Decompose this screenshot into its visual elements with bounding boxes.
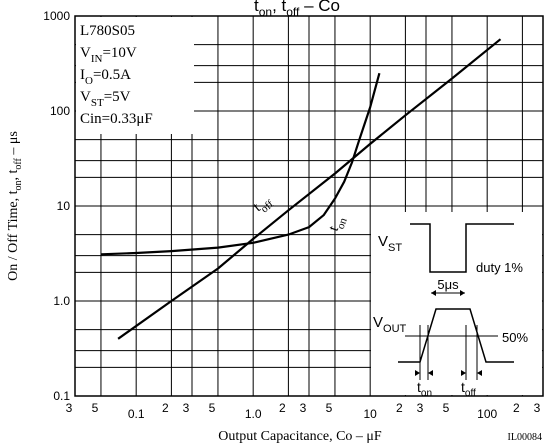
x-tick-label: 3 (300, 401, 307, 415)
x-tick-label: 3 (417, 401, 424, 415)
condition-line: VST=5V (80, 89, 131, 109)
series-line-off (117, 38, 502, 340)
figure-code: IL00084 (508, 432, 542, 443)
pulse-width-label: 5μs (437, 277, 459, 292)
condition-line: VIN=10V (80, 45, 137, 65)
x-tick-label: 5 (92, 401, 99, 415)
duty-label: duty 1% (476, 260, 523, 275)
condition-line: Cin=0.33μF (80, 111, 153, 127)
x-tick-label: 10 (363, 407, 377, 421)
condition-line: IO=0.5A (80, 67, 131, 87)
x-tick-label: 5 (209, 401, 216, 415)
y-tick-label: 1000 (43, 9, 70, 23)
x-tick-label: 1.0 (245, 407, 262, 421)
ylabel-part-2: , t (6, 169, 21, 180)
title-tail: – Co (299, 0, 340, 15)
y-tick-label: 10 (57, 199, 71, 213)
vst-label: VST (378, 233, 402, 254)
x-tick-label: 0.1 (128, 407, 145, 421)
series-label-on: ton (326, 213, 350, 235)
ylabel-part-1: On / Off Time, t (6, 190, 21, 280)
x-tick-label: 100 (477, 407, 497, 421)
y-axis-label: On / Off Time, ton, toff – μs (6, 131, 24, 281)
timing-inset: VST duty 1% 5μs VOUT 50% ton toff (371, 212, 542, 399)
toff-label: toff (461, 379, 476, 399)
y-tick-label: 100 (50, 104, 70, 118)
inset-background (371, 212, 542, 395)
ylabel-sub-off: off (13, 157, 24, 169)
x-tick-label: 5 (326, 401, 333, 415)
x-tick-label: 2 (279, 401, 286, 415)
vout-label: VOUT (373, 314, 407, 335)
title-sep: , t (272, 0, 286, 15)
x-tick-label: 3 (534, 401, 541, 415)
vout-percent-label: 50% (502, 330, 528, 345)
y-tick-labels: 1000 100 10 1.0 0.1 (43, 9, 70, 403)
x-tick-label: 3 (183, 401, 190, 415)
timing-arrowheads (461, 370, 482, 376)
vout-waveform (398, 308, 514, 363)
title-sub-on: on (259, 5, 272, 19)
series-label-off: toff (250, 192, 276, 218)
ylabel-part-3: – μs (6, 131, 21, 158)
series-line-on (100, 72, 381, 256)
condition-line: L780S05 (80, 23, 135, 39)
timing-arrowheads (415, 370, 433, 376)
plot-frame (74, 15, 544, 397)
x-axis-label: Output Capacitance, Co – μF (218, 429, 382, 444)
ylabel-sub-on: on (13, 180, 24, 190)
vst-waveform (410, 223, 514, 273)
x-tick-labels: 3 5 0.1 2 3 5 1.0 2 3 5 10 2 3 5 100 2 3 (66, 401, 541, 421)
y-tick-label: 1.0 (53, 294, 70, 308)
ton-label: ton (417, 379, 432, 399)
conditions-background (76, 17, 194, 134)
x-tick-label: 2 (513, 401, 520, 415)
x-tick-label: 2 (396, 401, 403, 415)
title-t: t (254, 0, 259, 15)
y-tick-label: 0.1 (53, 389, 70, 403)
x-tick-label: 3 (66, 401, 73, 415)
x-tick-label: 5 (443, 401, 450, 415)
curves: toff ton (100, 38, 502, 340)
x-tick-label: 2 (162, 401, 169, 415)
